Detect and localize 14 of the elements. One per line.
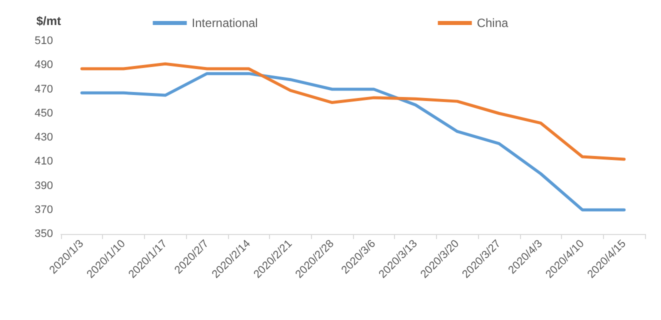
y-tick-label: 430 — [34, 132, 53, 144]
y-tick-label: 470 — [34, 83, 53, 96]
y-tick-label: 450 — [34, 107, 53, 120]
y-tick-label: 490 — [34, 59, 53, 72]
y-axis-title: $/mt — [36, 14, 61, 28]
legend-label: China — [476, 16, 509, 30]
legend-label: International — [192, 16, 258, 30]
y-tick-label: 370 — [34, 204, 53, 216]
y-tick-label: 350 — [34, 228, 53, 240]
y-tick-label: 410 — [34, 156, 53, 168]
y-tick-label: 390 — [34, 180, 53, 192]
y-tick-label: 510 — [34, 35, 53, 47]
line-series — [80, 62, 626, 161]
line-series — [80, 72, 626, 212]
